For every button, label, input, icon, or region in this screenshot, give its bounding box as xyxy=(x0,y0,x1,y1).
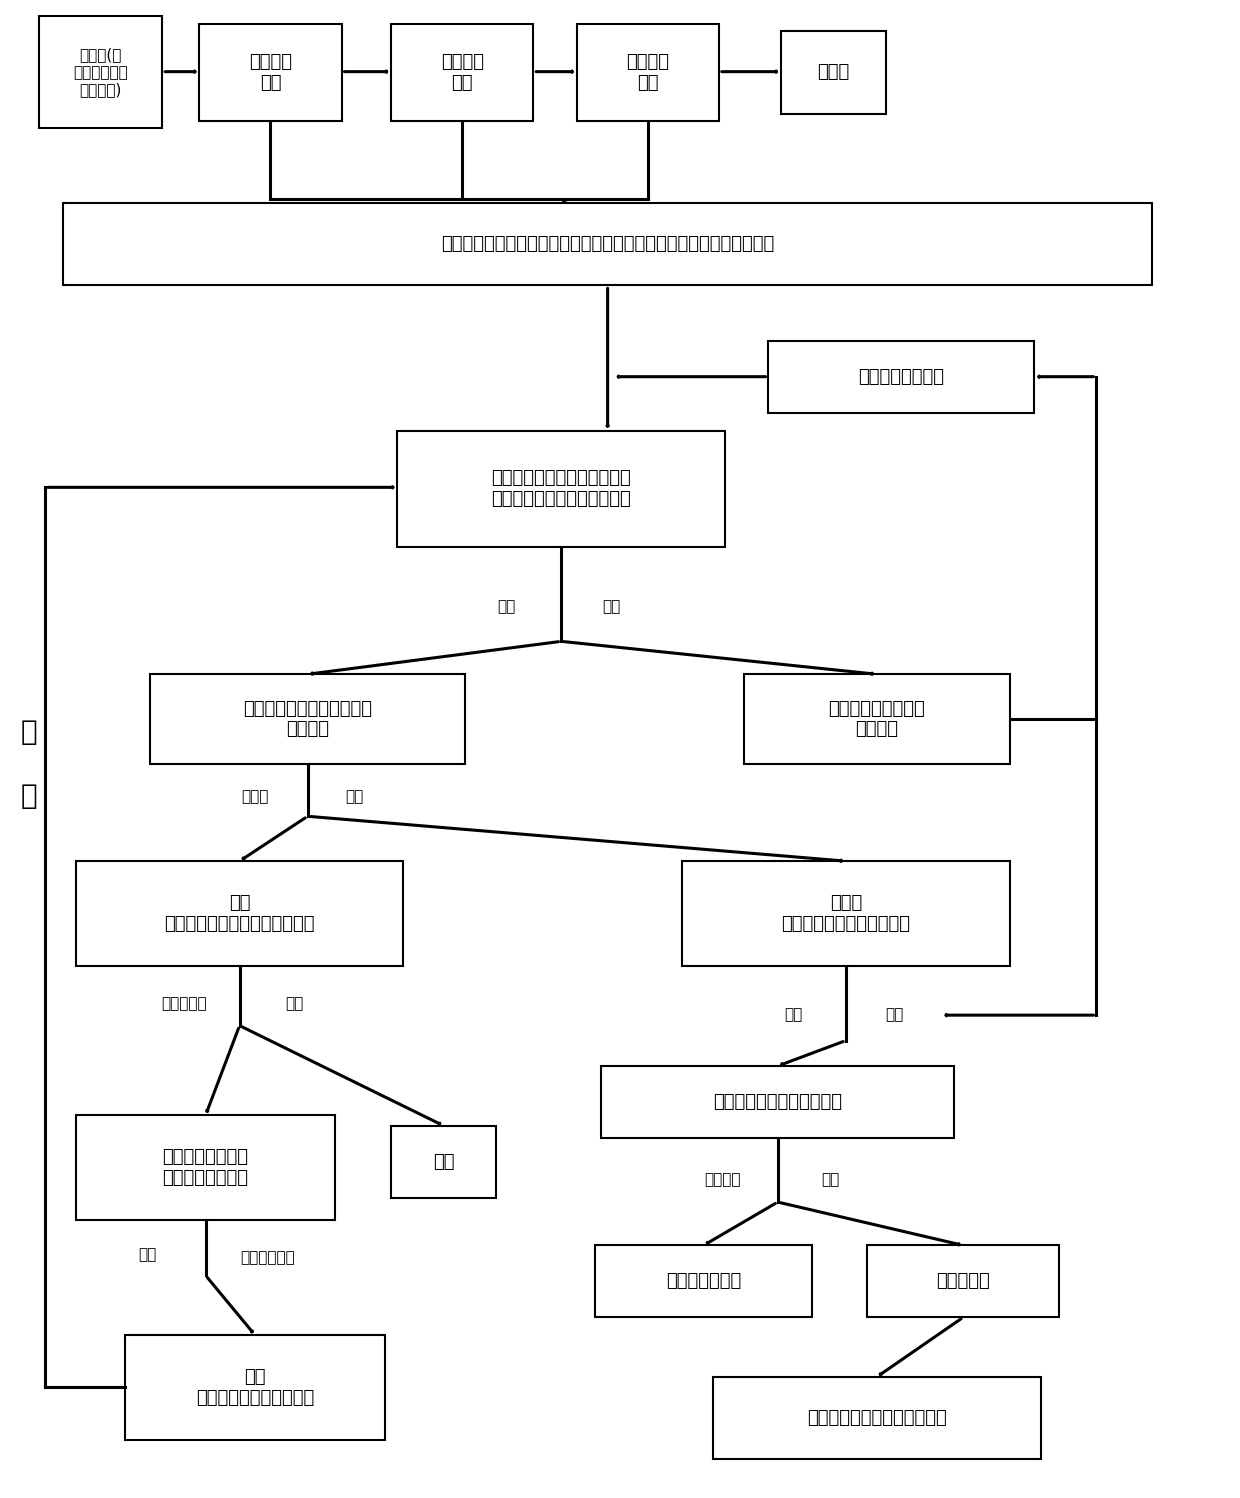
Text: 吸收: 吸收 xyxy=(345,789,363,804)
Text: 液态二氯二氢硅: 液态二氯二氢硅 xyxy=(666,1272,742,1290)
Text: 吹入高纯氢气: 吹入高纯氢气 xyxy=(241,1249,295,1264)
Text: 过滤: 过滤 xyxy=(285,996,304,1011)
Text: 气态氯化氢: 气态氯化氢 xyxy=(936,1272,991,1290)
Text: 尾气（主要包括：氢气、氯化氢、二氯二氢硅、三氯氢硅、四氯化硅）: 尾气（主要包括：氢气、氯化氢、二氯二氢硅、三氯氢硅、四氯化硅） xyxy=(441,235,774,253)
Text: 多晶硅: 多晶硅 xyxy=(817,63,849,81)
FancyBboxPatch shape xyxy=(781,31,887,114)
Text: 冷却: 冷却 xyxy=(603,599,620,614)
FancyBboxPatch shape xyxy=(391,1126,496,1197)
Text: 多晶硅生产中三氯氢硅的合成: 多晶硅生产中三氯氢硅的合成 xyxy=(807,1410,946,1428)
FancyBboxPatch shape xyxy=(682,861,1009,966)
FancyBboxPatch shape xyxy=(868,1245,1059,1317)
FancyBboxPatch shape xyxy=(595,1245,812,1317)
Text: 氢气: 氢气 xyxy=(433,1152,454,1170)
Text: 活性炭吸附: 活性炭吸附 xyxy=(161,996,207,1011)
Text: 氢气
（含氯化氢、四氯化硅）: 氢气 （含氯化氢、四氯化硅） xyxy=(196,1368,314,1407)
Text: 三氯氢硅、四氯化硅
（液态）: 三氯氢硅、四氯化硅 （液态） xyxy=(828,700,925,739)
FancyBboxPatch shape xyxy=(200,24,342,121)
FancyBboxPatch shape xyxy=(601,1067,954,1138)
Text: 工业硅(含
钙、铁、铝、
硼等杂质): 工业硅(含 钙、铁、铝、 硼等杂质) xyxy=(73,48,128,97)
FancyBboxPatch shape xyxy=(63,204,1152,286)
Text: 加压: 加压 xyxy=(885,1008,904,1023)
FancyBboxPatch shape xyxy=(38,16,162,129)
Text: 循

环: 循 环 xyxy=(20,718,37,810)
FancyBboxPatch shape xyxy=(150,674,465,764)
Text: 加压: 加压 xyxy=(497,599,516,614)
Text: 活性炭（吸附了氯
化氢、四氯化硅）: 活性炭（吸附了氯 化氢、四氯化硅） xyxy=(162,1149,248,1186)
FancyBboxPatch shape xyxy=(391,24,533,121)
Text: 升温: 升温 xyxy=(784,1008,802,1023)
Text: 尾气（氢气、氯化氢、二氯二
氢硅、三氯氢硅、四氯化硅）: 尾气（氢气、氯化氢、二氯二 氢硅、三氯氢硅、四氯化硅） xyxy=(491,469,631,508)
Text: 气态的氯化氢、二氯二氢硅: 气态的氯化氢、二氯二氢硅 xyxy=(713,1094,842,1112)
Text: 液态四氯化硅淋洗: 液态四氯化硅淋洗 xyxy=(858,367,945,385)
Text: 三氯氢硅
合成: 三氯氢硅 合成 xyxy=(249,52,291,91)
FancyBboxPatch shape xyxy=(397,430,725,547)
Text: 氢气
（含少量的氯化氢、四氯化硅）: 氢气 （含少量的氯化氢、四氯化硅） xyxy=(165,894,315,933)
Text: 吸收剂: 吸收剂 xyxy=(242,789,269,804)
Text: 控制压力: 控制压力 xyxy=(704,1171,742,1186)
Text: 氢气、氯化氢、二氯二氢硅
（气态）: 氢气、氯化氢、二氯二氢硅 （气态） xyxy=(243,700,372,739)
FancyBboxPatch shape xyxy=(76,1116,336,1219)
Text: 吸收剂
（含氯化氢、二氯二氢硅）: 吸收剂 （含氯化氢、二氯二氢硅） xyxy=(781,894,910,933)
FancyBboxPatch shape xyxy=(713,1377,1040,1459)
Text: 高纯氢气
还原: 高纯氢气 还原 xyxy=(626,52,670,91)
Text: 温度: 温度 xyxy=(821,1171,839,1186)
FancyBboxPatch shape xyxy=(577,24,719,121)
FancyBboxPatch shape xyxy=(744,674,1009,764)
FancyBboxPatch shape xyxy=(76,861,403,966)
FancyBboxPatch shape xyxy=(125,1335,384,1440)
Text: 三氯氢硅
提纯: 三氯氢硅 提纯 xyxy=(440,52,484,91)
FancyBboxPatch shape xyxy=(769,342,1034,412)
Text: 加热: 加热 xyxy=(138,1246,156,1261)
